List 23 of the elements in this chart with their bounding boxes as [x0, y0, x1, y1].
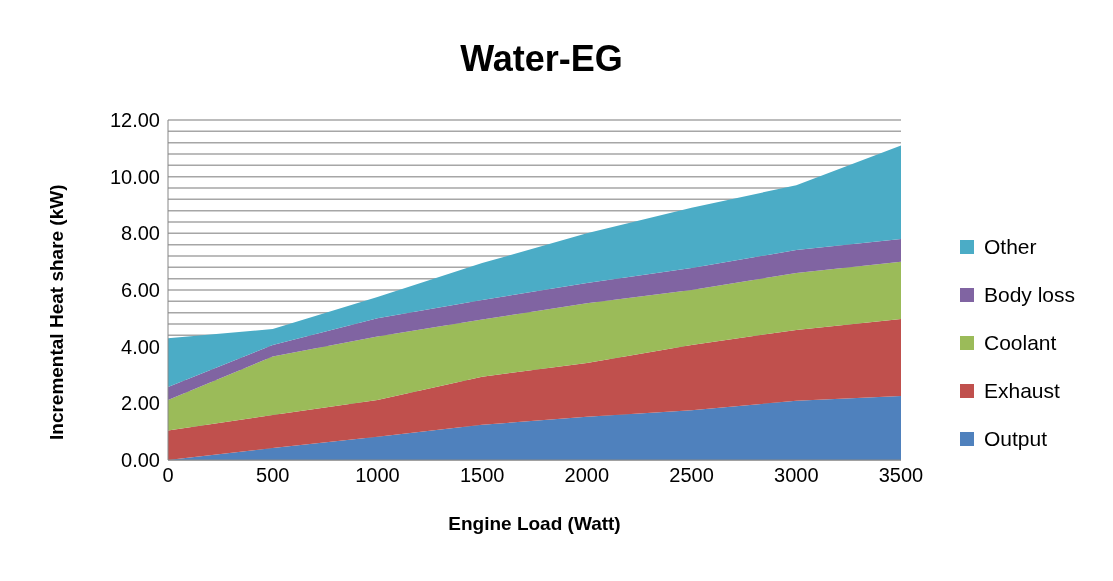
y-tick-label: 2.00: [121, 392, 160, 415]
x-tick-label: 500: [256, 464, 290, 487]
legend-label: Body loss: [984, 283, 1076, 307]
x-axis-title: Engine Load (Watt): [448, 513, 621, 534]
y-tick-label: 10.00: [109, 165, 160, 188]
x-tick-label: 3500: [878, 464, 924, 487]
x-tick-label: 2000: [564, 464, 610, 487]
legend-label: Output: [984, 427, 1048, 451]
y-tick-label: 12.00: [109, 109, 160, 132]
y-axis-title: Incremental Heat share (kW): [45, 184, 67, 440]
y-tick-label: 0.00: [121, 449, 160, 472]
legend-label: Exhaust: [984, 379, 1060, 403]
x-tick-label: 3000: [774, 464, 819, 487]
y-tick-label: 8.00: [121, 222, 160, 245]
chart-title: Water-EG: [459, 38, 624, 80]
legend-label: Other: [984, 235, 1037, 259]
x-tick-label: 1000: [355, 464, 400, 487]
x-tick-label: 1500: [459, 464, 505, 487]
x-tick-label: 2500: [669, 464, 714, 487]
y-tick-label: 4.00: [121, 335, 160, 358]
legend-label: Coolant: [984, 331, 1057, 355]
x-tick-label: 0: [162, 464, 174, 487]
y-tick-label: 6.00: [121, 279, 160, 302]
